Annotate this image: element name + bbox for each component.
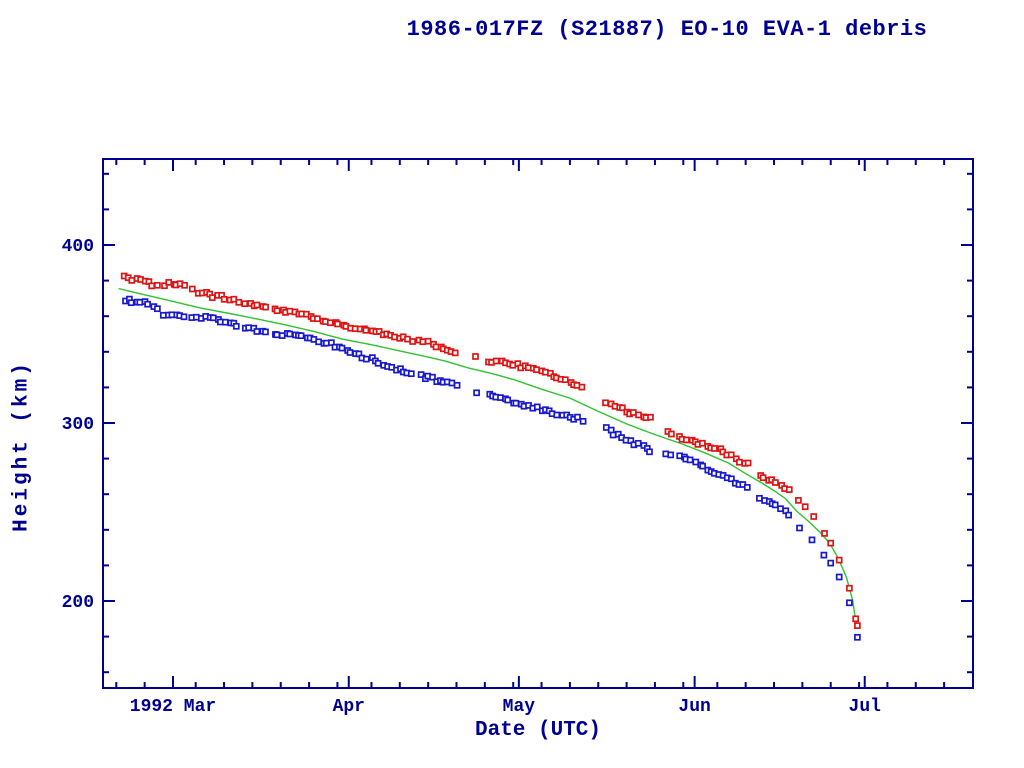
x-tick-labels: 1992 Mar Apr May Jun Jul [130,697,881,717]
y-tick-labels: 200 300 400 [62,237,94,613]
perigee-height-points [122,295,861,641]
x-tick-label: Apr [333,697,365,717]
x-tick-label: May [503,697,536,717]
x-axis-label: Date (UTC) [474,719,602,742]
y-axis-label: Height (km) [10,360,34,532]
y-tick-label: 200 [62,593,94,613]
y-tick-label: 300 [62,415,94,435]
x-tick-label: Jun [678,697,710,717]
mean-height-line [118,287,858,629]
chart-title: 1986-017FZ (S21887) EO-10 EVA-1 debris [406,17,928,42]
x-tick-label: 1992 Mar [130,697,216,717]
plot-box [102,158,974,689]
apogee-height-points [120,272,861,629]
axis-ticks [103,159,973,688]
x-tick-label: Jul [849,697,882,717]
y-tick-label: 400 [62,237,94,257]
